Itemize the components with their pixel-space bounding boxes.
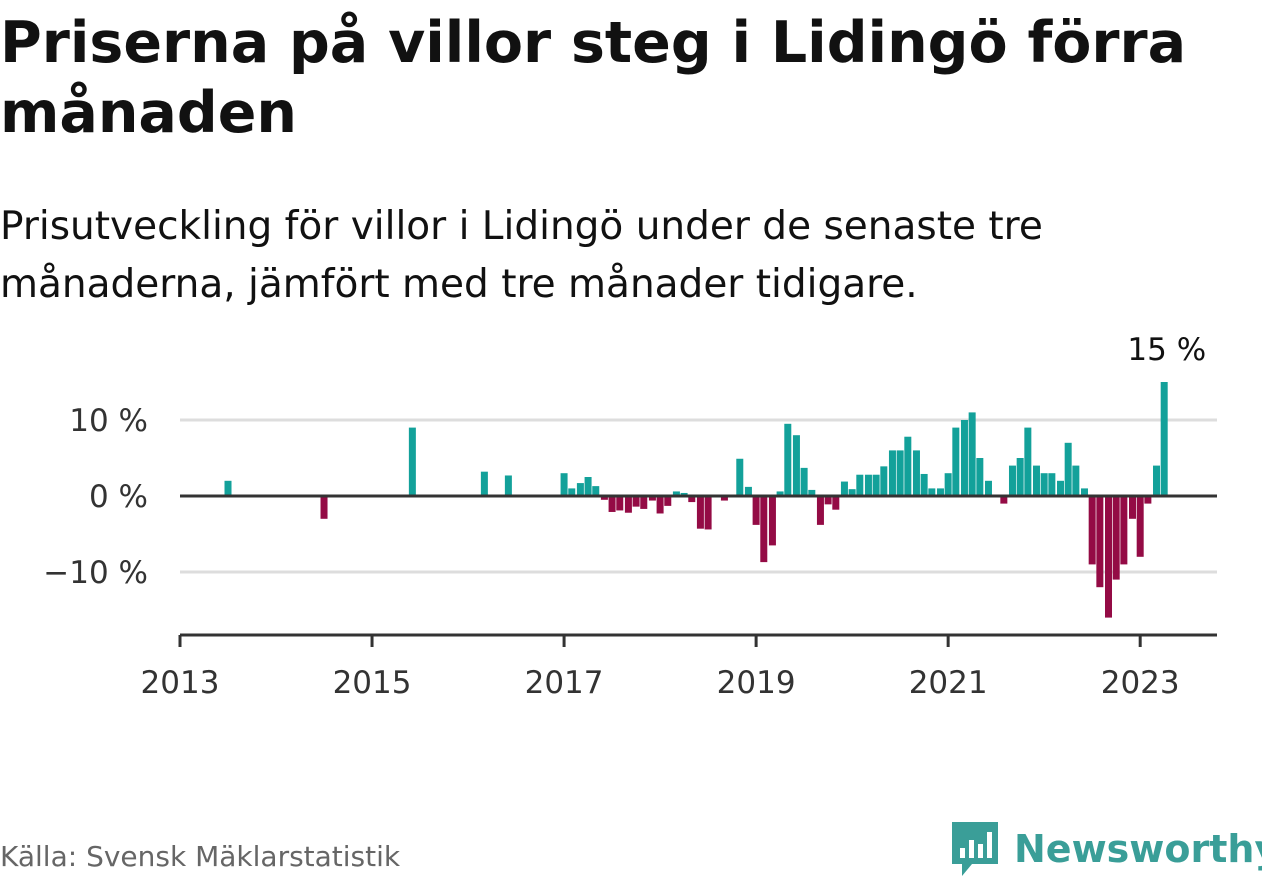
bar bbox=[624, 496, 632, 513]
axes bbox=[178, 494, 1217, 647]
bar bbox=[896, 450, 904, 496]
bar bbox=[656, 496, 664, 514]
bar bbox=[912, 450, 920, 496]
bar bbox=[808, 489, 816, 496]
chart-title: Priserna på villor steg i Lidingö förra … bbox=[0, 10, 1187, 146]
bar bbox=[576, 483, 584, 496]
bar bbox=[1032, 465, 1040, 496]
bar bbox=[800, 467, 808, 496]
bar bbox=[664, 496, 672, 506]
bar bbox=[480, 471, 488, 496]
bar bbox=[744, 486, 752, 496]
source-note: Källa: Svensk Mäklarstatistik bbox=[0, 840, 401, 873]
bar bbox=[1120, 496, 1128, 565]
y-tick-label: −10 % bbox=[43, 555, 148, 591]
bar bbox=[408, 427, 416, 496]
y-tick-label: 0 % bbox=[89, 479, 148, 515]
bar bbox=[816, 496, 824, 525]
bar bbox=[888, 450, 896, 496]
bar bbox=[1024, 427, 1032, 496]
bar bbox=[960, 420, 968, 496]
y-tick-label: 10 % bbox=[69, 403, 148, 439]
bar bbox=[928, 488, 936, 496]
bar bbox=[1064, 442, 1072, 496]
bar bbox=[1104, 496, 1112, 618]
latest-value-label: 15 % bbox=[1127, 332, 1206, 368]
bar bbox=[776, 491, 784, 496]
bar bbox=[1048, 473, 1056, 496]
bar bbox=[704, 496, 712, 530]
bar bbox=[1080, 488, 1088, 496]
bar bbox=[1016, 458, 1024, 496]
bar bbox=[904, 436, 912, 496]
gridlines bbox=[180, 418, 1217, 574]
bar-chart: 10 % 0 % −10 % 2013 2015 2017 2019 2021 2023 15 % bbox=[43, 332, 1217, 695]
x-tick-label: 2019 bbox=[717, 665, 796, 695]
bar bbox=[1144, 496, 1152, 504]
bar bbox=[1096, 496, 1104, 588]
bar bbox=[1000, 496, 1008, 504]
bar bbox=[880, 466, 888, 496]
bar bbox=[944, 473, 952, 496]
labels: 10 % 0 % −10 % 2013 2015 2017 2019 2021 2023 15 % bbox=[43, 332, 1206, 695]
bar bbox=[696, 496, 704, 529]
bar-chart-speech-bubble-icon bbox=[952, 822, 998, 876]
bar bbox=[1040, 473, 1048, 496]
x-tick-label: 2015 bbox=[333, 665, 412, 695]
bar bbox=[848, 489, 856, 496]
bar bbox=[952, 427, 960, 496]
bar bbox=[984, 480, 992, 496]
bar bbox=[752, 496, 760, 525]
bars bbox=[224, 382, 1168, 618]
bar bbox=[224, 480, 232, 496]
bar bbox=[320, 496, 328, 519]
x-tick-label: 2021 bbox=[909, 665, 988, 695]
bar bbox=[920, 473, 928, 496]
bar bbox=[1008, 465, 1016, 496]
bar bbox=[584, 477, 592, 496]
bar bbox=[568, 488, 576, 496]
x-tick-label: 2017 bbox=[525, 665, 604, 695]
bar bbox=[504, 475, 512, 496]
brand-logo[interactable]: Newsworthy bbox=[950, 820, 1262, 878]
bar bbox=[1129, 496, 1137, 519]
bar bbox=[640, 496, 648, 509]
bar bbox=[592, 486, 600, 496]
bar bbox=[672, 491, 680, 496]
bar bbox=[968, 412, 976, 496]
bar bbox=[832, 496, 840, 510]
bar bbox=[736, 458, 744, 496]
bar bbox=[1088, 496, 1096, 565]
bar bbox=[864, 474, 872, 496]
bar bbox=[872, 474, 880, 496]
bar bbox=[648, 496, 656, 501]
bar bbox=[1056, 480, 1064, 496]
x-tick-label: 2013 bbox=[141, 665, 220, 695]
bar bbox=[1112, 496, 1120, 580]
bar bbox=[680, 492, 688, 496]
bar bbox=[1072, 465, 1080, 496]
bar bbox=[608, 496, 616, 512]
bar bbox=[824, 496, 832, 505]
bar bbox=[760, 496, 768, 563]
bar bbox=[1136, 496, 1144, 557]
bar bbox=[976, 458, 984, 496]
bar bbox=[856, 474, 864, 496]
bar bbox=[936, 488, 944, 496]
bar bbox=[720, 496, 728, 501]
brand-name: Newsworthy bbox=[1014, 827, 1262, 871]
x-tick-label: 2023 bbox=[1101, 665, 1180, 695]
bar bbox=[784, 423, 792, 496]
bar bbox=[616, 496, 624, 511]
bar bbox=[840, 481, 848, 496]
chart-subtitle: Prisutveckling för villor i Lidingö unde… bbox=[0, 204, 1043, 307]
bar bbox=[600, 496, 608, 500]
bar bbox=[632, 496, 640, 507]
bar bbox=[688, 496, 696, 503]
bar bbox=[1153, 465, 1161, 496]
bar bbox=[560, 473, 568, 496]
bar bbox=[792, 435, 800, 496]
bar bbox=[768, 496, 776, 546]
bar bbox=[1160, 382, 1168, 496]
